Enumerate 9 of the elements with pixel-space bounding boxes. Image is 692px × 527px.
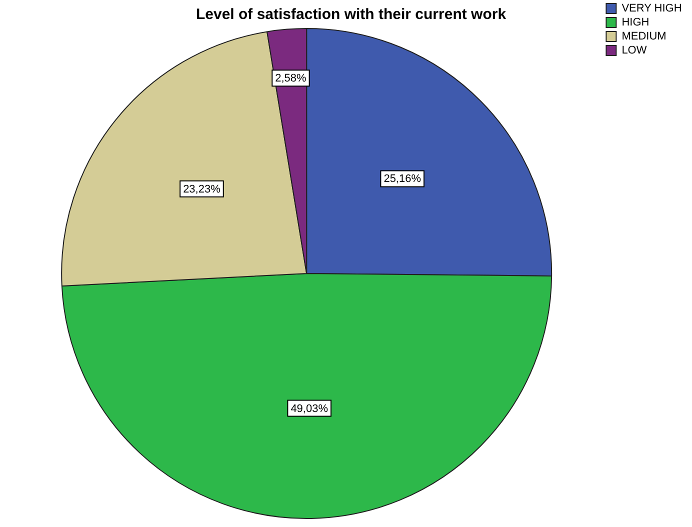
- legend-label: HIGH: [622, 16, 650, 29]
- legend-label: LOW: [622, 44, 648, 57]
- data-label: 23,23%: [183, 183, 221, 196]
- data-label: 25,16%: [384, 173, 422, 186]
- data-label: 49,03%: [290, 402, 328, 415]
- chart-title: Level of satisfaction with their current work: [196, 6, 507, 24]
- data-label: 2,58%: [275, 72, 307, 85]
- legend-label: MEDIUM: [622, 30, 666, 43]
- legend-label: VERY HIGH: [622, 2, 682, 15]
